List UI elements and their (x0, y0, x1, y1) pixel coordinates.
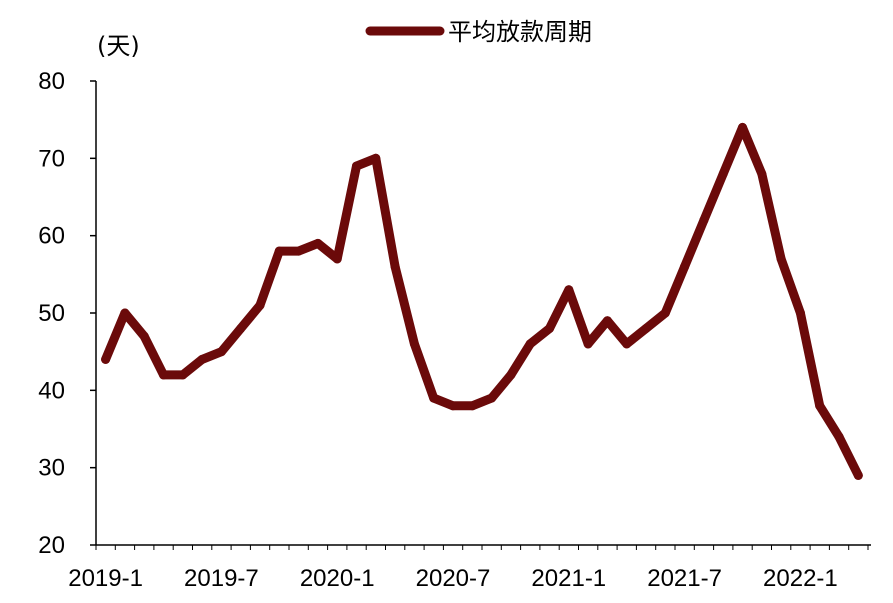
data-point (313, 238, 323, 248)
data-point (506, 370, 516, 380)
data-point (834, 432, 844, 442)
y-axis-unit-label: (天) (97, 32, 140, 60)
legend: 平均放款周期 (365, 18, 592, 46)
data-point (255, 300, 265, 310)
data-point (622, 339, 632, 349)
x-tick-label: 2020-1 (300, 565, 375, 592)
data-point (332, 254, 342, 264)
data-point (718, 169, 728, 179)
data-point (738, 122, 747, 132)
series-line (101, 122, 863, 480)
data-point (583, 339, 593, 349)
data-point (680, 262, 690, 272)
x-ticks: 2019-1 2019-7 2020-1 2020-7 2021-1 2021-7 2022… (68, 545, 869, 592)
data-point (216, 347, 226, 357)
data-point (352, 161, 361, 171)
y-tick-label: 50 (38, 300, 65, 327)
data-point (641, 324, 651, 333)
data-point (757, 169, 767, 179)
y-tick-label: 70 (38, 145, 65, 172)
data-point (776, 254, 786, 264)
y-ticks: 20 30 40 50 60 70 80 (38, 68, 96, 559)
data-point (602, 316, 612, 326)
data-point (525, 339, 535, 349)
x-tick-label: 2021-7 (647, 565, 722, 592)
x-tick-label: 2022-1 (763, 565, 838, 592)
y-tick-label: 80 (38, 68, 65, 95)
data-point (853, 470, 863, 480)
series-layer (101, 122, 863, 480)
data-point (120, 308, 130, 318)
x-tick-label: 2020-7 (416, 565, 491, 592)
legend-label: 平均放款周期 (448, 18, 592, 46)
y-tick-label: 60 (38, 223, 65, 250)
data-point (294, 246, 304, 256)
x-tick-label: 2021-1 (531, 565, 606, 592)
data-point (101, 354, 111, 364)
data-point (699, 215, 709, 225)
data-point (564, 285, 574, 295)
data-point (236, 324, 246, 333)
data-point (197, 354, 207, 364)
data-point (795, 308, 805, 318)
data-point (139, 331, 149, 341)
y-tick-label: 20 (38, 532, 65, 559)
y-tick-label: 30 (38, 455, 65, 482)
data-point (487, 393, 497, 403)
data-point (409, 339, 419, 349)
data-point (660, 308, 670, 318)
data-point (390, 262, 400, 272)
data-point (159, 370, 168, 380)
y-tick-label: 40 (38, 377, 65, 404)
data-point (371, 153, 381, 163)
data-point (815, 401, 825, 411)
x-tick-label: 2019-7 (184, 565, 259, 592)
data-point (467, 401, 477, 411)
data-point (274, 246, 284, 256)
data-point (178, 370, 188, 380)
data-point (448, 401, 458, 411)
data-point (429, 393, 439, 403)
data-point (545, 324, 554, 333)
x-tick-label: 2019-1 (68, 565, 143, 592)
